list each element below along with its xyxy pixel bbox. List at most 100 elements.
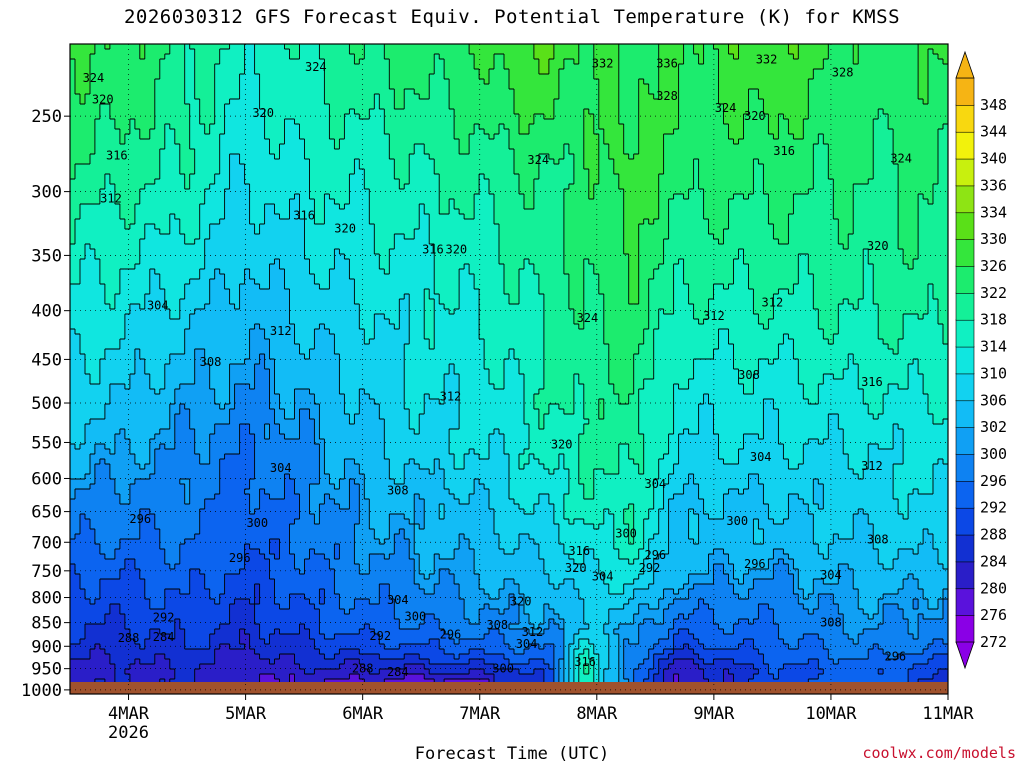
heatmap-cell bbox=[334, 104, 340, 110]
heatmap-cell bbox=[114, 129, 121, 135]
heatmap-cell bbox=[139, 104, 146, 110]
heatmap-cell bbox=[908, 124, 914, 130]
heatmap-cell bbox=[484, 179, 490, 185]
heatmap-cell bbox=[209, 184, 216, 190]
heatmap-cell bbox=[479, 129, 485, 135]
heatmap-cell bbox=[494, 159, 500, 165]
heatmap-cell bbox=[928, 44, 934, 50]
heatmap-cell bbox=[888, 84, 894, 90]
heatmap-cell bbox=[294, 64, 301, 70]
heatmap-cell bbox=[943, 44, 948, 50]
heatmap-cell bbox=[209, 119, 216, 125]
heatmap-cell bbox=[818, 129, 824, 135]
heatmap-cell bbox=[424, 124, 430, 130]
heatmap-cell bbox=[399, 104, 405, 110]
heatmap-cell bbox=[528, 124, 535, 130]
heatmap-cell bbox=[434, 79, 440, 85]
heatmap-cell bbox=[928, 114, 934, 120]
heatmap-cell bbox=[623, 119, 630, 125]
heatmap-cell bbox=[314, 184, 321, 190]
heatmap-cell bbox=[184, 44, 191, 50]
heatmap-cell bbox=[404, 69, 410, 75]
heatmap-cell bbox=[209, 74, 216, 80]
heatmap-cell bbox=[509, 99, 515, 105]
heatmap-cell bbox=[264, 114, 271, 120]
heatmap-cell bbox=[718, 79, 725, 85]
heatmap-cell bbox=[159, 99, 166, 105]
heatmap-cell bbox=[174, 69, 181, 75]
heatmap-cell bbox=[114, 79, 121, 85]
heatmap-cell bbox=[319, 129, 326, 135]
heatmap-cell bbox=[129, 44, 136, 50]
heatmap-cell bbox=[943, 174, 948, 180]
heatmap-cell bbox=[279, 169, 286, 175]
heatmap-cell bbox=[863, 49, 869, 55]
heatmap-cell bbox=[369, 134, 375, 140]
heatmap-cell bbox=[933, 54, 939, 60]
heatmap-cell bbox=[588, 124, 595, 130]
heatmap-cell bbox=[159, 74, 166, 80]
heatmap-cell bbox=[499, 169, 505, 175]
heatmap-cell bbox=[723, 129, 730, 135]
heatmap-cell bbox=[219, 59, 226, 65]
heatmap-cell bbox=[613, 129, 620, 135]
heatmap-cell bbox=[743, 144, 750, 150]
heatmap-cell bbox=[863, 104, 869, 110]
heatmap-cell bbox=[693, 154, 700, 160]
heatmap-cell bbox=[938, 144, 944, 150]
heatmap-cell bbox=[918, 144, 924, 150]
heatmap-cell bbox=[658, 134, 665, 140]
heatmap-cell bbox=[409, 99, 415, 105]
heatmap-cell bbox=[618, 44, 625, 50]
heatmap-cell bbox=[878, 139, 884, 145]
heatmap-cell bbox=[913, 49, 919, 55]
heatmap-cell bbox=[648, 174, 655, 180]
heatmap-cell bbox=[698, 79, 705, 85]
heatmap-cell bbox=[708, 149, 715, 155]
heatmap-cell bbox=[74, 99, 81, 105]
heatmap-cell bbox=[254, 144, 261, 150]
heatmap-cell bbox=[324, 109, 331, 115]
heatmap-cell bbox=[324, 179, 331, 185]
heatmap-cell bbox=[394, 59, 400, 65]
heatmap-cell bbox=[349, 134, 355, 140]
heatmap-cell bbox=[763, 164, 770, 170]
heatmap-cell bbox=[618, 64, 625, 70]
heatmap-cell bbox=[703, 114, 710, 120]
heatmap-cell bbox=[89, 74, 96, 80]
heatmap-cell bbox=[70, 154, 76, 160]
heatmap-cell bbox=[359, 129, 365, 135]
heatmap-cell bbox=[658, 179, 665, 185]
heatmap-cell bbox=[928, 149, 934, 155]
heatmap-cell bbox=[444, 74, 450, 80]
heatmap-cell bbox=[703, 154, 710, 160]
heatmap-cell bbox=[913, 44, 919, 50]
heatmap-cell bbox=[459, 179, 465, 185]
heatmap-cell bbox=[818, 99, 824, 105]
heatmap-cell bbox=[459, 149, 465, 155]
heatmap-cell bbox=[294, 119, 301, 125]
heatmap-cell bbox=[169, 69, 176, 75]
heatmap-cell bbox=[648, 84, 655, 90]
heatmap-cell bbox=[653, 159, 660, 165]
heatmap-cell bbox=[573, 79, 580, 85]
heatmap-cell bbox=[923, 79, 929, 85]
heatmap-cell bbox=[843, 159, 849, 165]
heatmap-cell bbox=[494, 134, 500, 140]
heatmap-cell bbox=[289, 124, 296, 130]
heatmap-cell bbox=[893, 74, 899, 80]
heatmap-cell bbox=[928, 59, 934, 65]
heatmap-cell bbox=[838, 89, 844, 95]
heatmap-cell bbox=[154, 74, 161, 80]
heatmap-cell bbox=[70, 74, 76, 80]
heatmap-cell bbox=[943, 69, 948, 75]
heatmap-cell bbox=[94, 179, 101, 185]
heatmap-cell bbox=[723, 139, 730, 145]
heatmap-cell bbox=[274, 154, 281, 160]
heatmap-cell bbox=[828, 164, 834, 170]
heatmap-cell bbox=[424, 149, 430, 155]
heatmap-cell bbox=[903, 124, 909, 130]
heatmap-cell bbox=[474, 124, 480, 130]
heatmap-cell bbox=[344, 89, 350, 95]
heatmap-cell bbox=[469, 144, 475, 150]
